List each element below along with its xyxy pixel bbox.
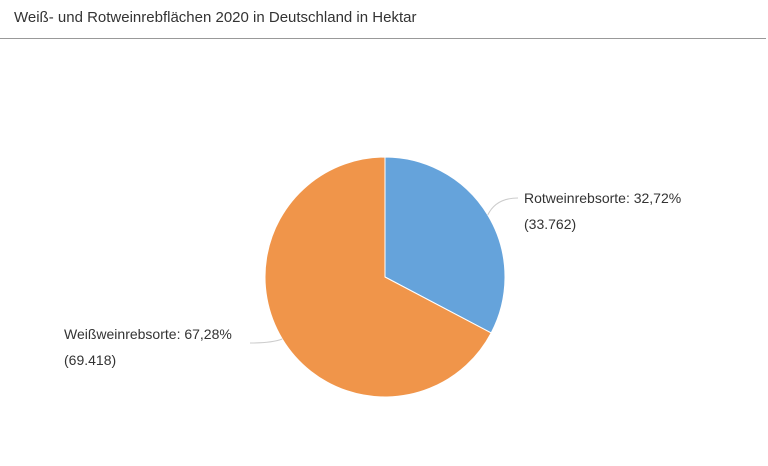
- label-leader-lines: [249, 197, 519, 344]
- slice-label-rotwein-sep: :: [626, 190, 634, 206]
- title-divider: [0, 38, 766, 39]
- chart-title: Weiß- und Rotweinrebflächen 2020 in Deut…: [14, 9, 417, 26]
- slice-label-weisswein: Weißweinrebsorte: 67,28%: [64, 326, 232, 342]
- leader-line-weisswein: [249, 338, 283, 344]
- slice-value-rotwein: (33.762): [524, 216, 576, 232]
- slice-label-weisswein-percent: 67,28%: [184, 326, 231, 342]
- pie-slice-rotwein[interactable]: [384, 156, 506, 334]
- slice-label-rotwein: Rotweinrebsorte: 32,72%: [524, 190, 681, 206]
- slice-label-weisswein-name: Weißweinrebsorte: [64, 326, 177, 342]
- slice-value-weisswein: (69.418): [64, 352, 116, 368]
- pie-slices: [264, 156, 506, 398]
- slice-label-rotwein-percent: 32,72%: [634, 190, 681, 206]
- leader-line-rotwein: [487, 197, 519, 216]
- slice-label-rotwein-name: Rotweinrebsorte: [524, 190, 626, 206]
- slice-label-weisswein-sep: :: [177, 326, 185, 342]
